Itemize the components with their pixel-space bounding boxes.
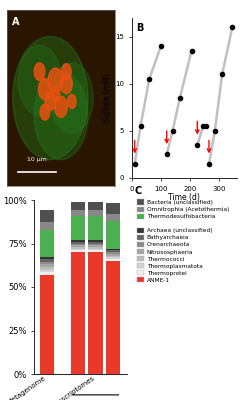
Bar — [106, 250, 120, 252]
Bar — [106, 249, 120, 250]
Text: B: B — [136, 23, 143, 33]
Point — [230, 24, 234, 31]
Bar — [40, 270, 54, 272]
Circle shape — [61, 74, 72, 94]
Circle shape — [34, 72, 88, 160]
Bar — [106, 261, 120, 374]
Y-axis label: Sulfide (mM): Sulfide (mM) — [103, 74, 112, 122]
Point — [159, 43, 163, 50]
Circle shape — [45, 93, 56, 110]
Circle shape — [55, 96, 67, 117]
Bar — [88, 242, 102, 244]
Bar — [71, 247, 85, 249]
Point — [190, 48, 193, 54]
Bar — [88, 240, 102, 242]
Bar — [40, 272, 54, 275]
Bar — [88, 250, 102, 252]
Bar — [40, 259, 54, 262]
Bar — [71, 202, 85, 210]
Legend: Bacteria (unclassified), Omnitrophia (Acetothermia), Thermodesulfobacteria, , Ar: Bacteria (unclassified), Omnitrophia (Ac… — [137, 200, 229, 283]
Point — [204, 123, 208, 130]
Point — [171, 128, 174, 134]
Point — [207, 161, 211, 167]
Bar — [71, 249, 85, 250]
Circle shape — [50, 63, 93, 133]
Bar — [88, 202, 102, 210]
Bar — [71, 244, 85, 245]
Bar — [106, 259, 120, 261]
Point — [133, 161, 137, 167]
Point — [165, 151, 169, 158]
Circle shape — [67, 94, 76, 108]
Circle shape — [48, 68, 63, 93]
Bar — [40, 256, 54, 259]
Bar — [106, 214, 120, 221]
Bar — [71, 252, 85, 374]
Circle shape — [13, 36, 88, 160]
Bar — [106, 254, 120, 256]
Bar — [40, 262, 54, 264]
Bar — [40, 230, 54, 256]
Bar — [88, 245, 102, 247]
Bar — [106, 252, 120, 254]
Bar — [88, 252, 102, 374]
Bar — [88, 216, 102, 240]
Bar — [40, 267, 54, 270]
Bar — [40, 210, 54, 222]
Bar — [106, 256, 120, 258]
Point — [139, 123, 142, 130]
X-axis label: Time (d): Time (d) — [168, 193, 200, 202]
Text: 10 µm: 10 µm — [27, 157, 47, 162]
Bar — [88, 210, 102, 216]
Bar — [40, 275, 54, 374]
Point — [213, 128, 217, 134]
Bar — [106, 221, 120, 249]
Bar — [88, 244, 102, 245]
Circle shape — [61, 64, 71, 80]
Bar — [71, 242, 85, 244]
Circle shape — [51, 88, 60, 102]
Bar — [40, 264, 54, 267]
Circle shape — [40, 104, 50, 120]
Point — [201, 123, 205, 130]
Circle shape — [18, 45, 61, 116]
Bar — [106, 204, 120, 214]
Point — [178, 95, 182, 101]
Text: C: C — [134, 186, 142, 196]
Bar — [88, 247, 102, 249]
Bar — [71, 250, 85, 252]
Text: A: A — [12, 17, 19, 27]
Point — [220, 71, 224, 78]
Bar — [71, 245, 85, 247]
Point — [195, 142, 199, 148]
Bar — [40, 222, 54, 230]
Bar — [88, 249, 102, 250]
Bar — [71, 210, 85, 216]
Point — [147, 76, 151, 82]
Circle shape — [39, 79, 51, 100]
Bar — [71, 216, 85, 240]
Circle shape — [34, 63, 45, 80]
Bar — [106, 258, 120, 259]
Bar — [71, 240, 85, 242]
